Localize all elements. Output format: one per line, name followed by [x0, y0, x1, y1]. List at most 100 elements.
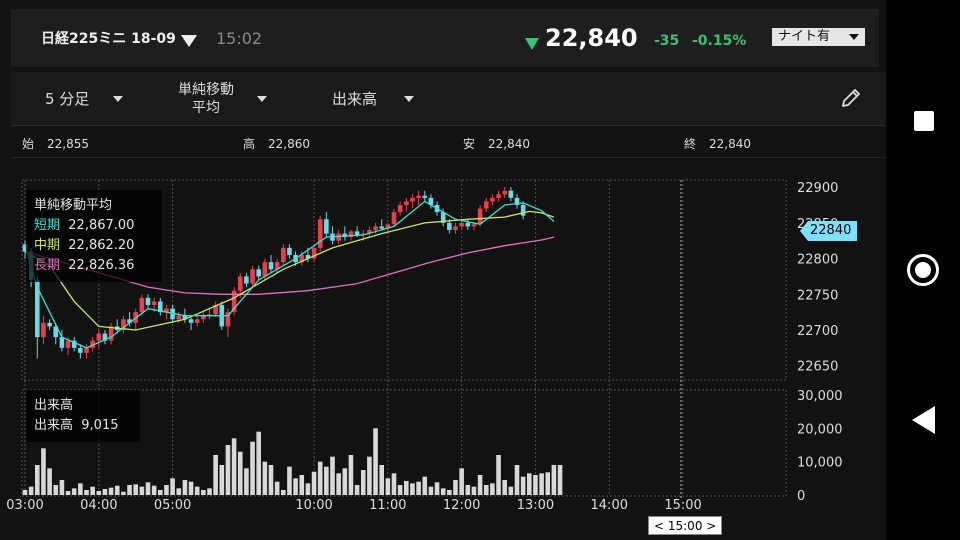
volume-bar — [158, 490, 163, 495]
volume-bar — [391, 473, 397, 495]
volume-tick-label: 30,000 — [797, 389, 843, 404]
price-tick-label: 22700 — [797, 324, 838, 339]
volume-bar — [502, 480, 507, 495]
candlestick — [256, 269, 261, 277]
symbol-dropdown-icon[interactable] — [181, 35, 197, 47]
volume-bar — [428, 486, 434, 495]
subchart-label: 出来高 — [332, 90, 378, 108]
volume-bar — [127, 485, 132, 495]
time-tick-label: 05:00 — [154, 498, 191, 513]
sma-long-label: 長期 — [34, 258, 61, 273]
high-label: 高 — [243, 137, 256, 151]
interval-selector[interactable]: 5 分足 — [33, 72, 133, 126]
candlestick — [428, 197, 434, 205]
time-tick-label: 04:00 — [80, 498, 117, 513]
candlestick — [188, 319, 194, 323]
volume-bar — [244, 468, 249, 495]
candlestick — [342, 233, 348, 238]
candlestick — [102, 333, 108, 341]
volume-bar — [336, 473, 341, 495]
subchart-selector[interactable]: 出来高 — [321, 72, 431, 126]
current-price-tag: 22840 — [800, 221, 858, 241]
candlestick — [367, 230, 372, 234]
price-chart[interactable]: 229002285022800227502270022650 30,00020,… — [0, 158, 886, 540]
ohlc-bar: 始 22,855 高 22,860 安 22,840 終 22,840 — [11, 130, 886, 158]
candlestick — [336, 233, 341, 241]
sma-short-line — [24, 200, 555, 349]
volume-bar — [231, 438, 237, 495]
indicator-selector[interactable]: 単純移動 平均 — [171, 72, 281, 126]
candlestick — [391, 212, 397, 225]
volume-bar — [207, 488, 212, 495]
price-tick-label: 22750 — [797, 288, 838, 303]
back-icon[interactable] — [912, 406, 935, 434]
time-tick-label: 15:00 — [664, 498, 701, 513]
volume-bar — [324, 466, 329, 495]
volume-tick-label: 20,000 — [797, 422, 843, 437]
candlestick — [22, 244, 28, 252]
volume-bar — [545, 472, 551, 495]
candlestick — [410, 197, 415, 202]
sma-mid-value: 22,862.20 — [68, 238, 135, 253]
candlestick — [502, 190, 507, 195]
price-tick-label: 22650 — [797, 360, 838, 375]
candlestick — [477, 208, 483, 225]
volume-bar — [102, 489, 108, 495]
price-tick-label: 22800 — [797, 253, 838, 268]
candlestick — [164, 308, 169, 313]
home-icon[interactable] — [907, 254, 939, 286]
volume-bar — [250, 441, 255, 495]
pencil-icon[interactable] — [839, 86, 863, 110]
volume-bar — [256, 431, 261, 495]
candlestick — [483, 201, 489, 209]
candlestick — [213, 305, 218, 315]
candlestick — [287, 247, 292, 255]
price-axis: 229002285022800227502270022650 — [797, 181, 838, 375]
volume-tick-label: 0 — [797, 489, 805, 504]
volume-bar — [188, 481, 194, 495]
volume-bar — [459, 468, 464, 495]
candlestick — [459, 222, 464, 227]
candlestick — [447, 222, 452, 230]
candlestick — [194, 319, 200, 323]
volume-bar — [201, 490, 206, 495]
volume-bar — [182, 480, 188, 495]
volume-bar — [194, 486, 200, 495]
volume-bar — [274, 481, 280, 495]
candlestick — [201, 315, 206, 320]
volume-bar — [434, 482, 440, 495]
low-value: 22,840 — [488, 137, 530, 151]
volume-bar — [41, 448, 46, 495]
candlestick — [422, 195, 428, 198]
volume-bar — [151, 485, 157, 495]
candlestick — [440, 212, 446, 223]
volume-bar — [496, 455, 501, 495]
candlestick — [397, 205, 403, 213]
volume-bar — [287, 466, 292, 495]
recent-apps-icon[interactable] — [914, 111, 934, 131]
volume-bar — [508, 486, 514, 495]
volume-bar — [514, 465, 520, 495]
volume-bar — [330, 456, 335, 495]
symbol-selector[interactable]: 日経225ミニ 18-09 — [41, 31, 176, 47]
volume-bar — [440, 488, 446, 495]
volume-legend-title: 出来高 — [34, 398, 74, 413]
volume-bar — [84, 490, 89, 495]
candlestick — [127, 319, 132, 323]
time-tick-label: 14:00 — [591, 498, 628, 513]
volume-bar — [299, 475, 305, 495]
volume-bar — [539, 473, 544, 495]
volume-bar — [262, 461, 268, 495]
candlestick — [274, 262, 280, 270]
current-price: 22,840 — [545, 24, 638, 52]
crosshair-time-tag[interactable]: < 15:00 > — [648, 516, 723, 535]
open-value: 22,855 — [47, 137, 89, 151]
price-change-percent: -0.15% — [692, 33, 747, 49]
night-session-selector[interactable]: ナイト有 — [772, 28, 865, 46]
volume-bar — [35, 465, 40, 495]
candlestick — [237, 276, 243, 291]
volume-bar — [410, 483, 415, 495]
candlestick — [465, 222, 471, 227]
volume-bar — [53, 485, 59, 495]
volume-bar — [90, 486, 95, 495]
